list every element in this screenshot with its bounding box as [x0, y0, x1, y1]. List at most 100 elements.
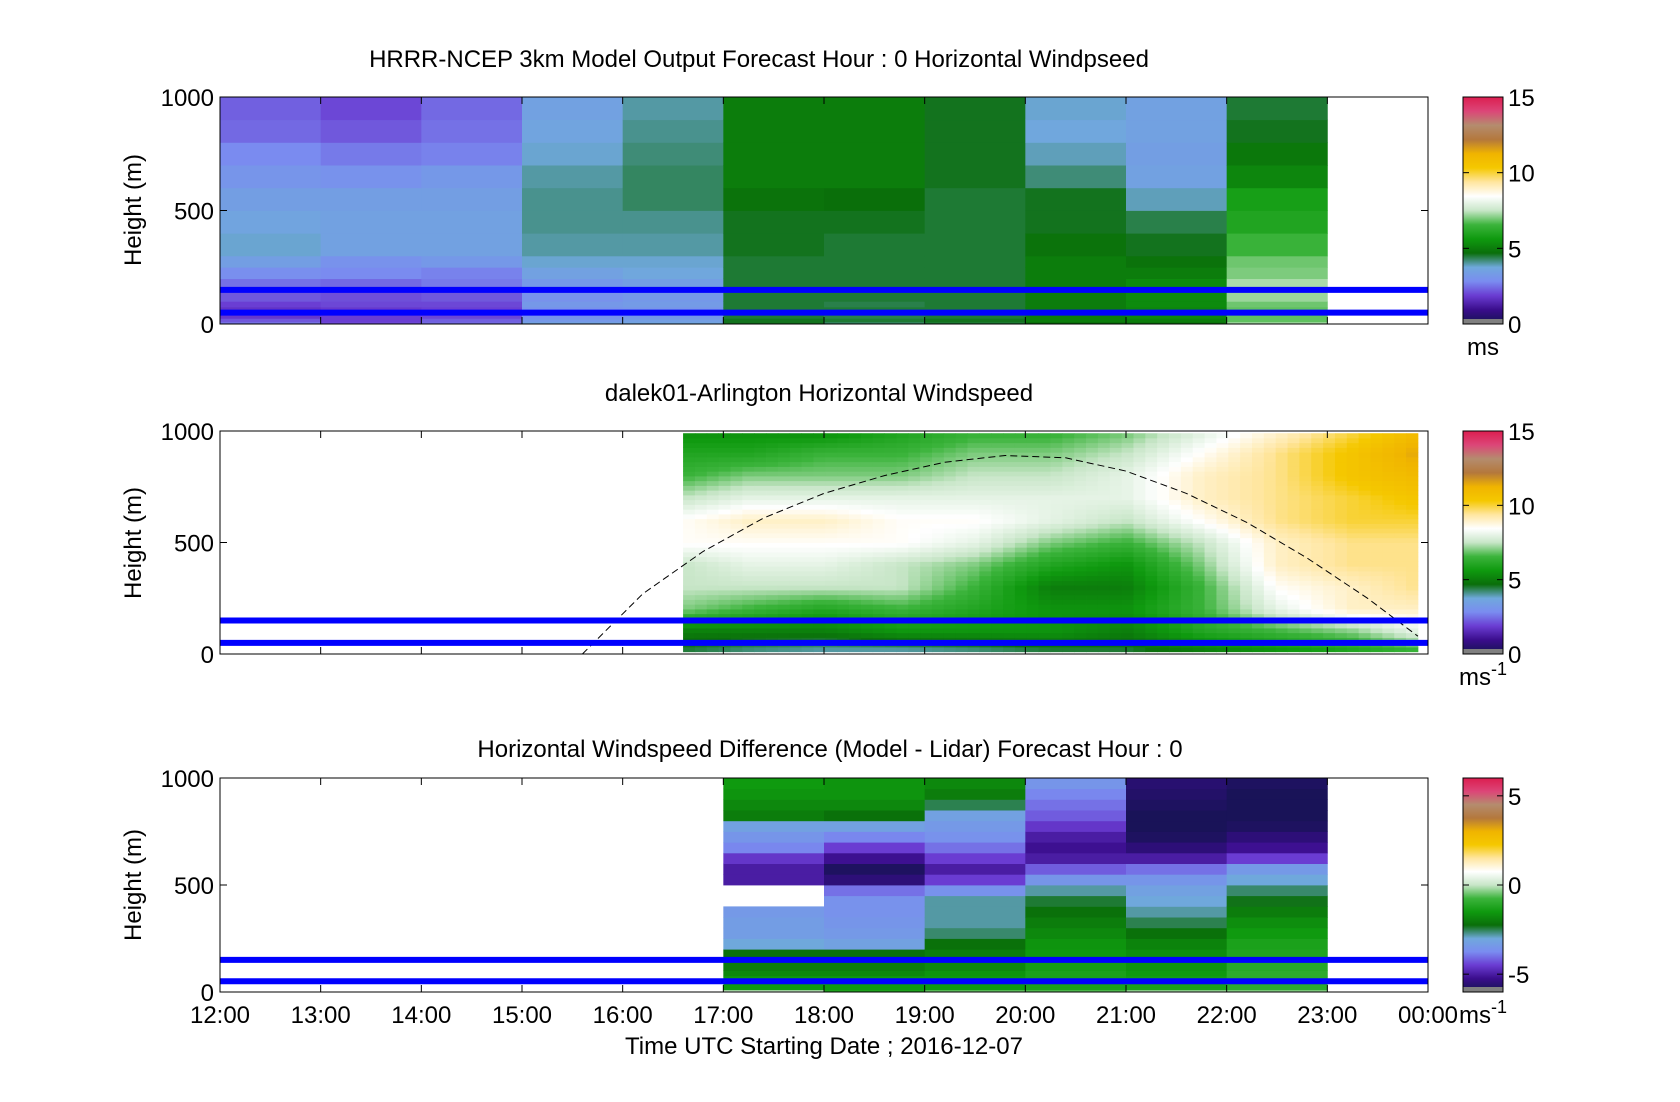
heatmap-cell	[924, 831, 1026, 843]
heatmap-cell	[1038, 528, 1051, 534]
heatmap-cell	[730, 518, 743, 524]
heatmap-cell	[1062, 471, 1075, 477]
heatmap-cell	[1406, 528, 1419, 534]
heatmap-cell	[730, 513, 743, 520]
heatmap-cell	[1109, 437, 1123, 444]
heatmap-cell	[1311, 647, 1324, 653]
heatmap-cell	[896, 537, 909, 543]
heatmap-cell	[1204, 561, 1217, 567]
heatmap-cell	[1334, 609, 1348, 615]
heatmap-cell	[754, 518, 767, 524]
heatmap-cell	[1050, 461, 1063, 467]
heatmap-cell	[924, 778, 1026, 790]
heatmap-cell	[706, 580, 720, 586]
heatmap-cell	[1026, 447, 1040, 453]
heatmap-cell	[1121, 433, 1134, 439]
heatmap-cell	[955, 528, 968, 534]
heatmap-cell	[1252, 566, 1265, 572]
heatmap-cell	[824, 959, 926, 971]
heatmap-cell	[991, 466, 1004, 472]
heatmap-cell	[1228, 585, 1241, 591]
heatmap-cell	[1287, 623, 1300, 629]
heatmap-cell	[1228, 447, 1241, 453]
heatmap-cell	[991, 494, 1004, 501]
heatmap-cell	[1003, 433, 1016, 439]
heatmap-cell	[1311, 623, 1324, 629]
heatmap-cell	[1192, 452, 1205, 458]
heatmap-cell	[1394, 609, 1407, 615]
heatmap-cell	[801, 571, 814, 577]
heatmap-cell	[1074, 533, 1087, 539]
heatmap-cell	[1126, 233, 1228, 257]
heatmap-cell	[1252, 580, 1265, 586]
heatmap-cell	[1169, 509, 1182, 515]
heatmap-cell	[1216, 547, 1229, 553]
heatmap-cell	[1263, 556, 1277, 562]
heatmap-cell	[1252, 632, 1265, 638]
heatmap-cell	[1038, 575, 1051, 581]
heatmap-cell	[320, 187, 422, 211]
heatmap-cell	[742, 475, 755, 482]
heatmap-cell	[884, 504, 897, 510]
heatmap-cell	[924, 949, 1026, 961]
heatmap-cell	[1025, 831, 1127, 843]
heatmap-cell	[1003, 647, 1016, 653]
heatmap-cell	[979, 513, 992, 520]
heatmap-cell	[1370, 585, 1383, 591]
heatmap-cell	[991, 561, 1004, 567]
heatmap-cell	[837, 632, 850, 638]
heatmap-cell	[1062, 628, 1075, 634]
heatmap-cell	[991, 594, 1004, 600]
heatmap-cell	[979, 647, 992, 653]
heatmap-cell	[1145, 580, 1158, 586]
heatmap-cell	[1062, 552, 1075, 558]
heatmap-cell	[955, 571, 968, 577]
heatmap-cell	[1287, 542, 1300, 548]
heatmap-cell	[1169, 566, 1182, 572]
heatmap-cell	[1406, 452, 1419, 458]
heatmap-cell	[1157, 547, 1170, 553]
heatmap-cell	[1406, 590, 1419, 596]
heatmap-cell	[1394, 571, 1407, 577]
heatmap-cell	[706, 447, 720, 453]
heatmap-cell	[1026, 561, 1040, 567]
heatmap-cell	[1406, 518, 1419, 524]
heatmap-cell	[1228, 561, 1241, 567]
heatmap-cell	[1121, 471, 1134, 477]
heatmap-cell	[1216, 475, 1229, 482]
heatmap-cell	[754, 590, 767, 596]
heatmap-cell	[694, 552, 708, 558]
heatmap-cell	[1226, 842, 1328, 854]
heatmap-cell	[754, 480, 767, 486]
heatmap-cells-model	[220, 97, 1328, 325]
heatmap-cell	[1394, 456, 1407, 463]
heatmap-cell	[1252, 452, 1265, 458]
heatmap-cell	[931, 494, 945, 501]
heatmap-cell	[1204, 485, 1217, 491]
heatmap-cell	[683, 509, 696, 515]
heatmap-cell	[884, 585, 897, 591]
heatmap-cell	[1086, 504, 1099, 510]
heatmap-cell	[1370, 466, 1383, 472]
heatmap-cell	[730, 499, 743, 505]
heatmap-cell	[1097, 494, 1111, 501]
heatmap-cell	[1228, 599, 1241, 605]
heatmap-cell	[908, 628, 921, 634]
heatmap-cell	[931, 523, 945, 529]
heatmap-cell	[955, 471, 968, 477]
heatmap-cell	[1299, 504, 1312, 510]
heatmap-cell	[1216, 613, 1229, 619]
heatmap-cell	[766, 442, 779, 448]
heatmap-cell	[766, 604, 779, 610]
heatmap-cell	[723, 799, 825, 811]
heatmap-cell	[1406, 647, 1419, 653]
heatmap-cell	[991, 433, 1004, 439]
heatmap-cell	[801, 456, 814, 463]
heatmap-cell	[1145, 466, 1158, 472]
heatmap-cell	[908, 533, 921, 539]
heatmap-cell	[849, 628, 862, 634]
heatmap-cell	[825, 542, 838, 548]
heatmap-cell	[1180, 437, 1194, 444]
heatmap-cell	[1311, 461, 1324, 467]
heatmap-cell	[979, 480, 992, 486]
